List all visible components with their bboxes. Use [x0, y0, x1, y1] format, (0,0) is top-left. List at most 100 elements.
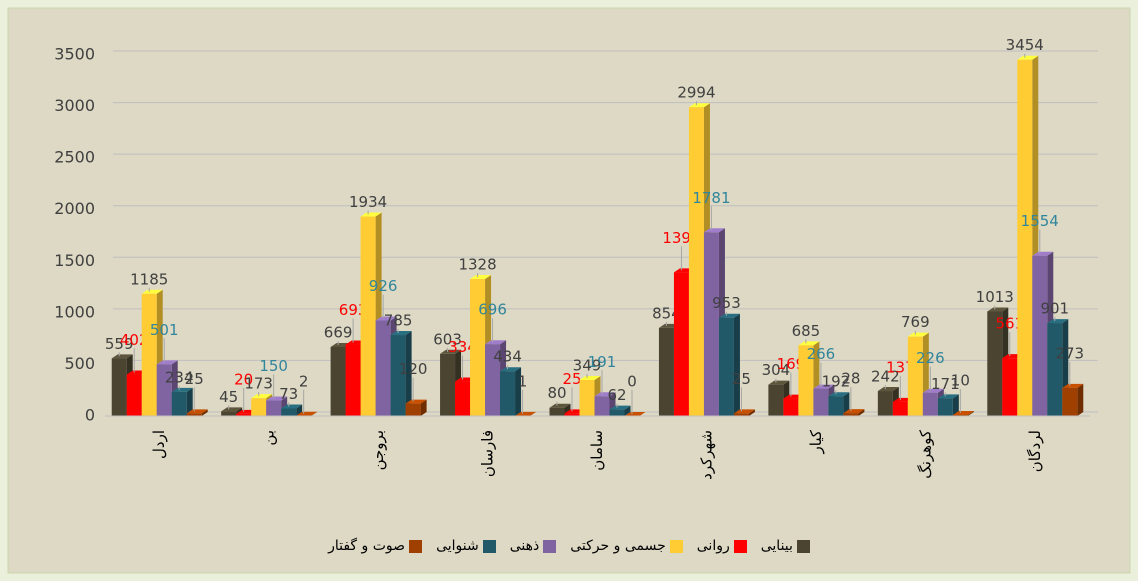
legend-label: بینایی [760, 538, 793, 554]
data-label: 191 [588, 353, 617, 371]
bar [922, 392, 938, 416]
bar-top [1017, 55, 1039, 60]
bar [251, 398, 267, 416]
data-label: 10 [951, 371, 970, 389]
bar [549, 407, 565, 416]
data-label: 693 [339, 301, 368, 319]
bar-top [111, 354, 133, 359]
bar [126, 374, 142, 416]
data-label: 669 [324, 323, 353, 341]
bar-top [1047, 319, 1069, 324]
y-tick-label: 2500 [54, 148, 95, 167]
bar-top [360, 212, 382, 217]
data-label: 45 [219, 388, 238, 406]
x-tick-label: فارسان [479, 430, 497, 477]
legend-item: ذهنی [510, 538, 557, 554]
bar [579, 380, 595, 416]
data-label: 273 [1055, 344, 1084, 362]
bar-top [141, 289, 163, 294]
data-label: 501 [150, 321, 179, 339]
bar-top [813, 384, 835, 389]
data-label: 1934 [349, 193, 387, 211]
bar-top [798, 341, 820, 346]
legend-swatch [409, 539, 423, 553]
bar-top [1062, 383, 1084, 388]
chart-background [7, 7, 1131, 574]
data-label: 25 [562, 370, 581, 388]
data-label: 226 [916, 349, 945, 367]
bar-side [858, 409, 865, 416]
bar [907, 336, 923, 416]
bar-top [515, 411, 537, 416]
bar [937, 398, 953, 416]
data-label: 603 [433, 330, 462, 348]
legend-swatch [543, 539, 557, 553]
bar [1017, 59, 1033, 417]
bar [500, 371, 516, 416]
data-label: 266 [807, 345, 836, 363]
bar [485, 344, 501, 416]
bar-side [515, 367, 522, 416]
y-tick-label: 3500 [54, 45, 95, 64]
bar-top [266, 396, 288, 401]
bar-side [311, 411, 318, 416]
bar-top [296, 411, 318, 416]
data-label: 73 [279, 385, 298, 403]
bar [440, 353, 456, 416]
bar [703, 232, 719, 416]
y-tick-label: 1000 [54, 302, 95, 321]
bar [221, 411, 237, 416]
data-label: 953 [712, 294, 741, 312]
data-label: 234 [165, 368, 194, 386]
y-tick-label: 1500 [54, 251, 95, 270]
bar [345, 344, 361, 416]
x-tick-label: لردگان [1026, 430, 1044, 472]
data-label: 901 [1040, 300, 1069, 318]
bar [783, 398, 799, 416]
bar [1002, 358, 1018, 416]
bar [813, 388, 829, 416]
bar-side [624, 405, 631, 416]
bar-top [609, 405, 631, 410]
y-tick-label: 500 [64, 354, 95, 373]
bar-top [390, 331, 412, 336]
bar [156, 364, 172, 416]
bar-top [768, 380, 790, 385]
legend-item: شنوایی [436, 538, 496, 554]
bar-top [688, 103, 710, 108]
data-label: 80 [547, 384, 566, 402]
bar-top [703, 228, 725, 233]
bar-top [1032, 251, 1054, 256]
data-label: 402 [120, 331, 149, 349]
data-label: 1185 [130, 270, 168, 288]
bar [1062, 387, 1078, 416]
data-label: 137 [886, 358, 915, 376]
data-label: 25 [732, 370, 751, 388]
bar [266, 400, 282, 416]
x-tick-label: سامان [588, 430, 606, 471]
bar-side [1077, 383, 1084, 416]
bar [798, 345, 814, 416]
legend-swatch [669, 539, 683, 553]
y-tick-label: 2000 [54, 199, 95, 218]
bar-top [828, 392, 850, 397]
data-label: 854 [652, 304, 681, 322]
legend-item: جسمی و حرکتی [570, 538, 683, 554]
bar [733, 413, 749, 416]
bar-side [748, 409, 755, 416]
bar [1032, 255, 1048, 416]
data-label: 2994 [677, 84, 715, 102]
data-label: 150 [259, 357, 288, 375]
legend-item: روانی [697, 538, 747, 554]
x-tick-label: کیار [807, 429, 825, 454]
legend-item: بینایی [761, 538, 810, 554]
bar [688, 107, 704, 417]
data-label: 28 [841, 370, 860, 388]
bar [236, 413, 252, 416]
x-tick-label: بروجن [369, 430, 387, 470]
bar [952, 414, 968, 416]
bar [390, 335, 406, 416]
legend-label: جسمی و حرکتی [570, 538, 666, 554]
data-label: 20 [234, 370, 253, 388]
